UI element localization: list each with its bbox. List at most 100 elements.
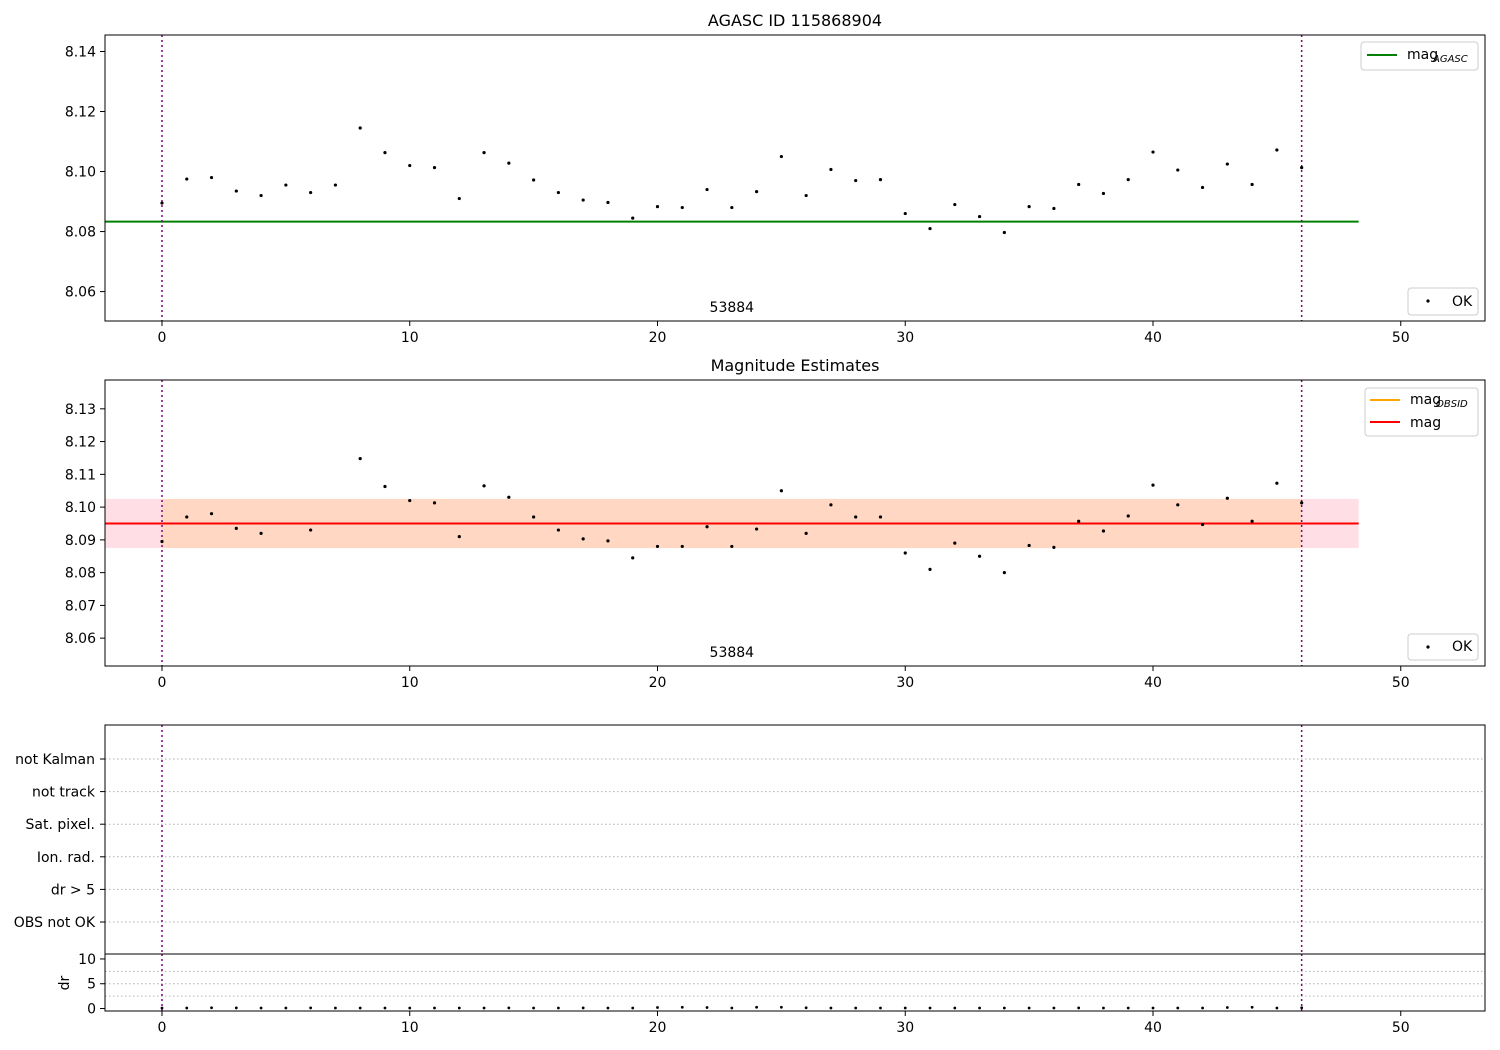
p1-point: [779, 154, 783, 159]
p2-point: [953, 541, 957, 545]
dr-point: [755, 1005, 758, 1009]
p2-point: [457, 534, 461, 539]
dr-point: [284, 1006, 288, 1010]
dr-point: [457, 1006, 461, 1010]
p1-point: [953, 202, 957, 207]
dr-point: [1151, 1006, 1155, 1010]
dr-ytick-label: 10: [78, 952, 96, 968]
p2-point: [160, 539, 164, 544]
p1-ytick-label: 8.08: [65, 225, 96, 241]
dr-xtick-label: 20: [649, 1020, 667, 1036]
p1-point: [1052, 206, 1056, 211]
p2-point: [1151, 483, 1155, 487]
p1-point: [1077, 182, 1081, 187]
dr-point: [1102, 1006, 1105, 1010]
p2-point: [581, 537, 585, 541]
p1-point: [928, 226, 932, 231]
dr-point: [1027, 1006, 1031, 1010]
p1-point: [705, 187, 709, 192]
p2-ytick-label: 8.13: [65, 402, 96, 418]
dr-xtick-label: 30: [896, 1020, 914, 1036]
p2-point: [532, 515, 536, 519]
p1-ytick-label: 8.06: [65, 285, 96, 301]
p2-point: [903, 551, 907, 555]
p1-point: [185, 177, 189, 181]
flag-category-label: Sat. pixel.: [26, 817, 95, 833]
p2-obsid-label: 53884: [710, 645, 755, 661]
p1-point: [680, 205, 684, 210]
dr-point: [631, 1006, 635, 1010]
p2-point: [1250, 519, 1254, 523]
p1-point: [606, 200, 610, 205]
p2-point: [1275, 481, 1279, 485]
p2-point: [1225, 496, 1229, 500]
dr-point: [656, 1006, 659, 1009]
p1-point: [581, 198, 585, 202]
legend-agasc-label: mag: [1407, 47, 1438, 63]
dr-point: [1126, 1006, 1130, 1010]
p1-point: [754, 190, 759, 194]
dr-point: [234, 1006, 238, 1010]
p2-point: [358, 457, 362, 461]
p2-point: [680, 544, 684, 549]
legend-ok: OK: [1407, 287, 1479, 316]
p2-point: [209, 512, 214, 516]
p1-point: [358, 126, 362, 130]
dr-point: [879, 1006, 882, 1010]
flags-panel: not Kalman not track Sat. pixel. Ion. rad. d…: [14, 724, 1486, 1036]
legend-ok-2: OK: [1407, 633, 1479, 661]
p2-point: [878, 515, 883, 519]
p1-xtick-label: 20: [649, 330, 667, 346]
dr-point: [978, 1006, 981, 1010]
p2-point: [1077, 519, 1081, 523]
magnitude-estimates-panel: Magnitude Estimates 53884 0 10 20 30 40 50 8.0…: [65, 356, 1486, 691]
p1-point: [1275, 148, 1279, 152]
p2-point: [754, 527, 759, 531]
p1-xtick-label: 30: [896, 330, 914, 346]
dr-point: [581, 1006, 585, 1010]
p1-point: [532, 178, 536, 182]
dr-point: [680, 1005, 684, 1009]
p2-ytick-label: 8.08: [65, 566, 96, 582]
p2-point: [655, 544, 660, 549]
dr-point: [730, 1006, 734, 1010]
p2-point: [1300, 501, 1304, 505]
p2-xtick-label: 10: [401, 675, 419, 691]
dr-point: [507, 1006, 511, 1010]
dr-point: [210, 1006, 213, 1010]
p1-point: [309, 190, 313, 195]
dr-point: [1250, 1005, 1254, 1009]
dr-point: [433, 1006, 436, 1010]
p2-xtick-label: 40: [1144, 675, 1162, 691]
p2-point: [854, 515, 858, 519]
p2-point: [730, 544, 734, 549]
p2-xtick-label: 0: [158, 675, 167, 691]
flag-category-label: not track: [32, 785, 96, 801]
p2-point: [606, 539, 610, 543]
p2-point: [259, 531, 263, 535]
dr-point: [606, 1006, 610, 1010]
dr-point: [1275, 1006, 1279, 1010]
p1-point: [432, 166, 437, 170]
legend-ok-label: OK: [1452, 294, 1473, 310]
legend-mag-label: mag: [1410, 415, 1441, 431]
p1-xtick-label: 10: [401, 330, 419, 346]
p2-point: [1027, 543, 1031, 548]
p2-ytick-label: 8.12: [65, 435, 96, 451]
p2-point: [1200, 522, 1205, 527]
p1-point: [333, 183, 338, 187]
dr-point: [1052, 1006, 1056, 1010]
p1-point: [854, 178, 858, 183]
p1-point: [977, 214, 982, 219]
legend-ok-2-label: OK: [1452, 639, 1473, 655]
p2-ytick-label: 8.09: [65, 533, 96, 549]
p1-point: [804, 193, 808, 198]
dr-axis-label: dr: [57, 975, 73, 990]
p2-ytick-label: 8.07: [65, 598, 96, 614]
p1-point: [1200, 185, 1205, 190]
legend-agasc-subscript: AGASC: [1432, 54, 1468, 65]
p1-point: [1101, 191, 1106, 196]
p1-point: [1126, 178, 1130, 182]
p2-point: [408, 498, 412, 503]
dr-xtick-label: 10: [401, 1020, 419, 1036]
